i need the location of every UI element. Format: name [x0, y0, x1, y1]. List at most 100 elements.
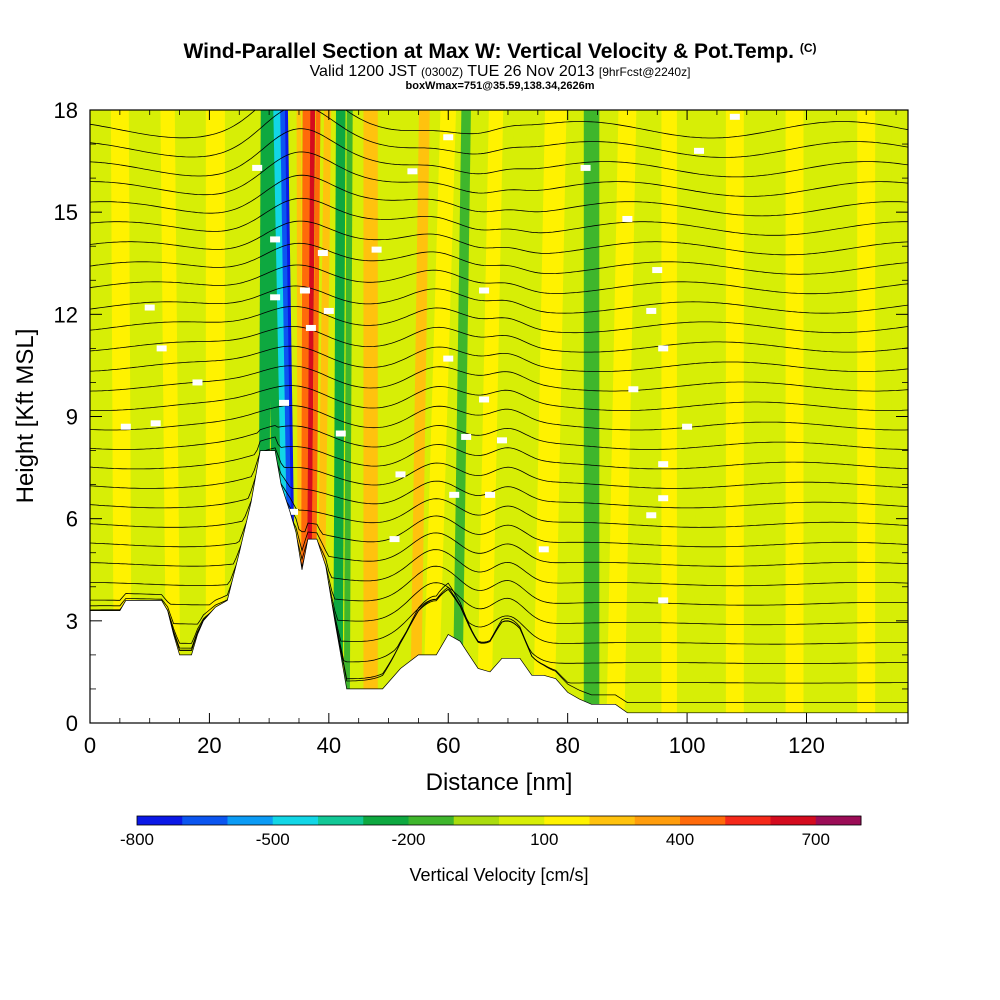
colorbar-label-100: 100: [530, 830, 558, 849]
theta-contour-15: [90, 385, 908, 411]
theta-contour-10: [90, 457, 908, 509]
y-tick-label-3: 3: [66, 609, 78, 634]
y-axis-title: Height [Kft MSL]: [12, 329, 39, 504]
colorbar-swatch-4: [318, 816, 364, 825]
colorbar-label--200: -200: [391, 830, 425, 849]
x-axis-title: Distance [nm]: [426, 769, 573, 796]
x-tick-label-100: 100: [669, 733, 706, 758]
colorbar-swatch-13: [725, 816, 771, 825]
copyright-mark: (C): [799, 41, 817, 55]
y-tick-label-15: 15: [54, 200, 78, 225]
contour-label-37: [646, 512, 657, 519]
contour-label-9: [288, 508, 299, 515]
velocity-band-20: [393, 110, 408, 723]
valid-utc: (0300Z): [421, 65, 464, 79]
velocity-band-18: [343, 110, 353, 723]
contour-label-13: [323, 307, 334, 314]
velocity-band-35: [824, 110, 837, 723]
x-tick-label-0: 0: [84, 733, 96, 758]
velocity-band-5: [205, 110, 225, 723]
contour-label-2: [120, 423, 131, 430]
contour-label-10: [299, 287, 310, 294]
contour-label-1: [156, 345, 167, 352]
colorbar-label--500: -500: [256, 830, 290, 849]
y-tick-label-12: 12: [54, 302, 78, 327]
velocity-band-21: [410, 110, 430, 723]
theta-contour-23: [90, 220, 908, 256]
colorbar-swatch-14: [770, 816, 817, 825]
velocity-band-28: [606, 110, 637, 723]
velocity-band-24: [476, 110, 504, 723]
contour-label-29: [622, 215, 633, 222]
contour-label-40: [658, 597, 669, 604]
colorbar-label--800: -800: [120, 830, 154, 849]
theta-contour-11: [90, 447, 908, 489]
contour-label-34: [682, 423, 693, 430]
y-tick-label-18: 18: [54, 98, 78, 123]
theta-contour-27: [90, 128, 908, 178]
contour-label-24: [449, 491, 460, 498]
velocity-band-26: [533, 110, 567, 723]
velocity-band-32: [725, 110, 744, 723]
velocity-band-19: [363, 110, 378, 723]
colorbar-swatch-12: [680, 816, 726, 825]
contour-label-19: [479, 396, 490, 403]
y-tick-label-6: 6: [66, 507, 78, 532]
x-tick-label-40: 40: [317, 733, 341, 758]
colorbar-label-400: 400: [666, 830, 694, 849]
theta-contour-28: [90, 110, 908, 158]
valid-time: Valid 1200 JST: [309, 63, 417, 80]
velocity-band-23: [452, 110, 471, 723]
contour-label-30: [652, 267, 663, 274]
y-tick-label-0: 0: [66, 711, 78, 736]
theta-contour-16: [90, 365, 908, 392]
contour-label-39: [729, 113, 740, 120]
colorbar-swatch-10: [589, 816, 636, 825]
theta-contour-17: [90, 345, 908, 372]
theta-contour-21: [90, 264, 908, 295]
contour-label-27: [538, 546, 549, 553]
theta-contour-26: [90, 151, 908, 197]
velocity-band-27: [583, 110, 600, 723]
velocity-band-31: [693, 110, 711, 723]
contour-label-5: [252, 164, 263, 171]
contour-label-6: [270, 236, 281, 243]
contour-label-36: [658, 495, 669, 502]
contour-label-18: [479, 287, 490, 294]
colorbar-frame: [136, 815, 862, 826]
y-tick-label-9: 9: [66, 405, 78, 430]
plot-area: [90, 110, 908, 723]
colorbar-swatch-9: [544, 816, 590, 825]
velocity-band-36: [857, 110, 876, 723]
valid-date: TUE 26 Nov 2013: [467, 63, 595, 80]
theta-contour-5: [90, 486, 908, 606]
theta-contour-12: [90, 436, 908, 470]
theta-contour-22: [90, 242, 908, 275]
velocity-band-22: [422, 110, 457, 723]
contour-label-3: [150, 420, 161, 427]
terrain-mask: [90, 450, 908, 723]
contour-label-14: [335, 430, 346, 437]
contour-label-23: [395, 471, 406, 478]
x-tick-label-60: 60: [436, 733, 460, 758]
theta-contour-18: [90, 326, 908, 353]
theta-contour-25: [90, 174, 908, 217]
velocity-band-4: [181, 110, 211, 723]
contour-label-31: [646, 307, 657, 314]
contour-label-22: [443, 355, 454, 362]
theta-contour-4: [90, 487, 908, 626]
velocity-band-34: [785, 110, 804, 723]
contour-label-16: [407, 168, 418, 175]
colorbar-swatch-7: [453, 816, 500, 825]
theta-contour-20: [90, 285, 908, 314]
colorbar-swatch-1: [182, 816, 228, 825]
contour-label-26: [389, 536, 400, 543]
contour-label-33: [628, 386, 639, 393]
contour-label-38: [694, 147, 705, 154]
colorbar: -800 -500 -200 100 400 700: [120, 815, 862, 849]
velocity-band-33: [758, 110, 777, 723]
contour-label-35: [658, 461, 669, 468]
theta-contour-29: [90, 110, 908, 139]
x-tick-label-80: 80: [555, 733, 579, 758]
colorbar-swatch-0: [137, 816, 183, 825]
